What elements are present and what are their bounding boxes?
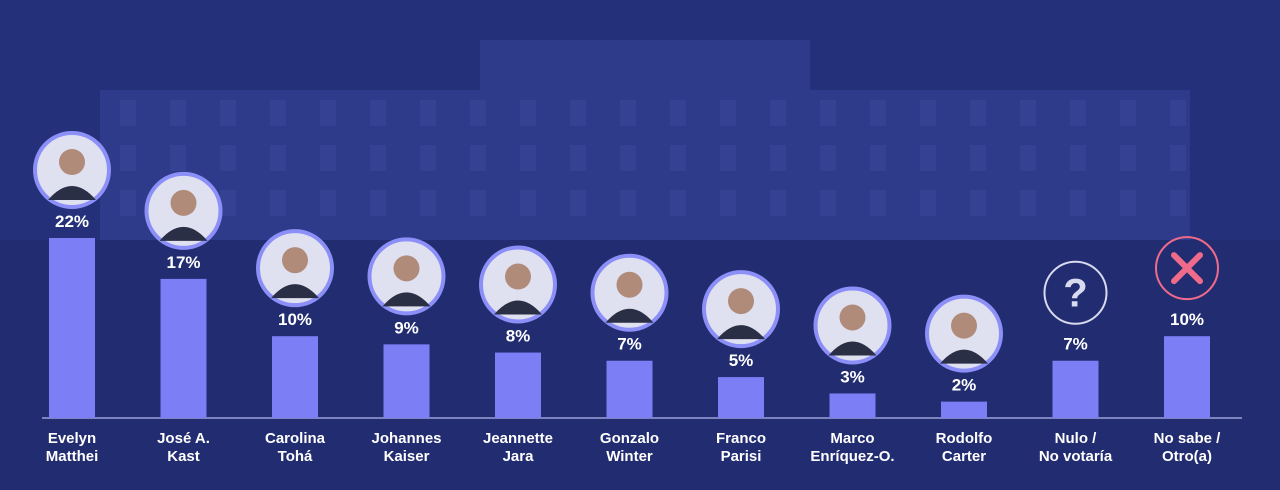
category-label: Franco [716, 430, 766, 447]
category-label: Rodolfo [936, 430, 993, 447]
category-label: Gonzalo [600, 430, 659, 447]
avatar-icon [590, 253, 669, 332]
category-label: Nulo / [1055, 430, 1097, 447]
value-label: 9% [394, 318, 419, 337]
category-label: Carolina [265, 430, 326, 447]
category-label: Matthei [46, 448, 99, 465]
category-label: Winter [606, 448, 653, 465]
bar [941, 401, 987, 418]
category-label: Enríquez-O. [810, 448, 894, 465]
value-label: 10% [278, 310, 312, 329]
bar [495, 352, 541, 418]
category-label: Jara [503, 448, 535, 465]
bar [1052, 360, 1099, 418]
category-label: Carter [942, 448, 986, 465]
value-label: 22% [55, 212, 89, 231]
avatar-icon [702, 270, 780, 349]
category-label: José A. [157, 430, 210, 447]
category-label: No sabe / [1154, 430, 1222, 447]
category-label: Otro(a) [1162, 448, 1212, 465]
bar [1164, 336, 1210, 418]
avatar-icon [367, 237, 446, 316]
category-label: Kast [167, 448, 200, 465]
value-label: 2% [952, 376, 977, 395]
bar [383, 344, 430, 418]
avatar-icon [256, 229, 334, 308]
bar [606, 360, 653, 418]
bar [718, 377, 764, 418]
avatar-icon [33, 131, 111, 209]
value-label: 7% [617, 335, 642, 354]
value-label: 10% [1170, 310, 1204, 329]
category-label: Jeannette [483, 430, 553, 447]
avatar-icon [925, 294, 1003, 373]
avatar-icon [479, 245, 557, 324]
cross-icon [1155, 236, 1219, 301]
bar [829, 393, 876, 418]
category-label: No votaría [1039, 448, 1113, 465]
question-mark-icon: ? [1043, 260, 1108, 325]
bar [49, 238, 95, 418]
avatar-icon [813, 286, 892, 365]
bar [272, 336, 318, 418]
category-label: Johannes [371, 430, 441, 447]
avatar-icon [144, 171, 223, 250]
value-label: 17% [166, 253, 200, 272]
category-label: Kaiser [384, 448, 430, 465]
category-label: Marco [830, 430, 874, 447]
value-label: 5% [729, 351, 754, 370]
value-label: 7% [1063, 335, 1088, 354]
category-label: Parisi [721, 448, 762, 465]
svg-text:?: ? [1063, 272, 1087, 316]
value-label: 8% [506, 327, 531, 346]
bar [160, 278, 207, 418]
category-label: Tohá [278, 448, 313, 465]
value-label: 3% [840, 367, 865, 386]
category-label: Evelyn [48, 430, 96, 447]
